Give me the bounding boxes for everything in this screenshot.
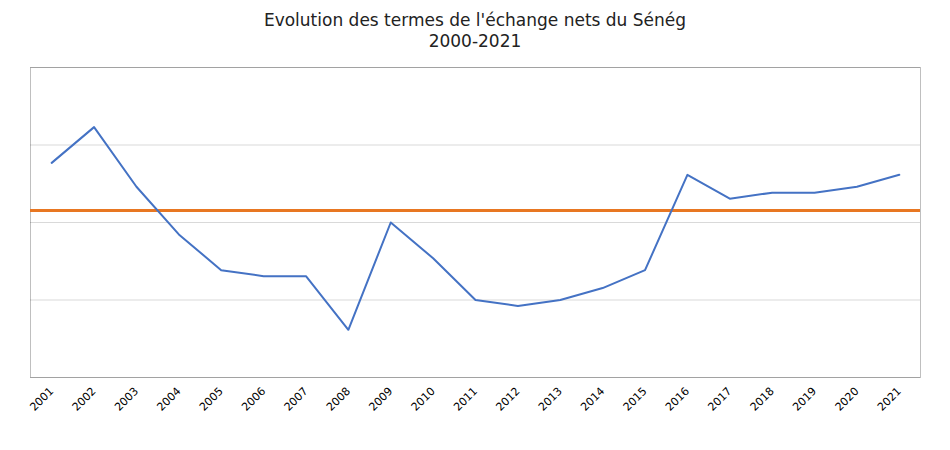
- svg-text:2001: 2001: [27, 384, 56, 413]
- svg-text:2011: 2011: [451, 384, 480, 413]
- svg-text:2018: 2018: [748, 384, 777, 413]
- svg-text:2017: 2017: [705, 384, 734, 413]
- svg-text:2019: 2019: [790, 384, 819, 413]
- svg-text:2021: 2021: [875, 384, 904, 413]
- svg-text:2002: 2002: [70, 384, 99, 413]
- svg-text:2014: 2014: [578, 384, 607, 413]
- svg-text:2009: 2009: [366, 384, 395, 413]
- svg-text:2012: 2012: [493, 384, 522, 413]
- svg-text:2010: 2010: [409, 384, 438, 413]
- svg-text:2013: 2013: [536, 384, 565, 413]
- html-text:Evolution des termes de l'écha: Evolution des termes de l'échange nets d…: [263, 10, 687, 52]
- svg-text:2003: 2003: [112, 384, 141, 413]
- svg-text:2004: 2004: [154, 384, 183, 413]
- svg-text:2008: 2008: [324, 384, 353, 413]
- svg-text:2020: 2020: [833, 384, 862, 413]
- svg-text:2007: 2007: [282, 384, 311, 413]
- svg-text:2016: 2016: [663, 384, 692, 413]
- svg-text:2006: 2006: [239, 384, 268, 413]
- svg-text:2005: 2005: [197, 384, 226, 413]
- svg-text:2015: 2015: [621, 384, 650, 413]
